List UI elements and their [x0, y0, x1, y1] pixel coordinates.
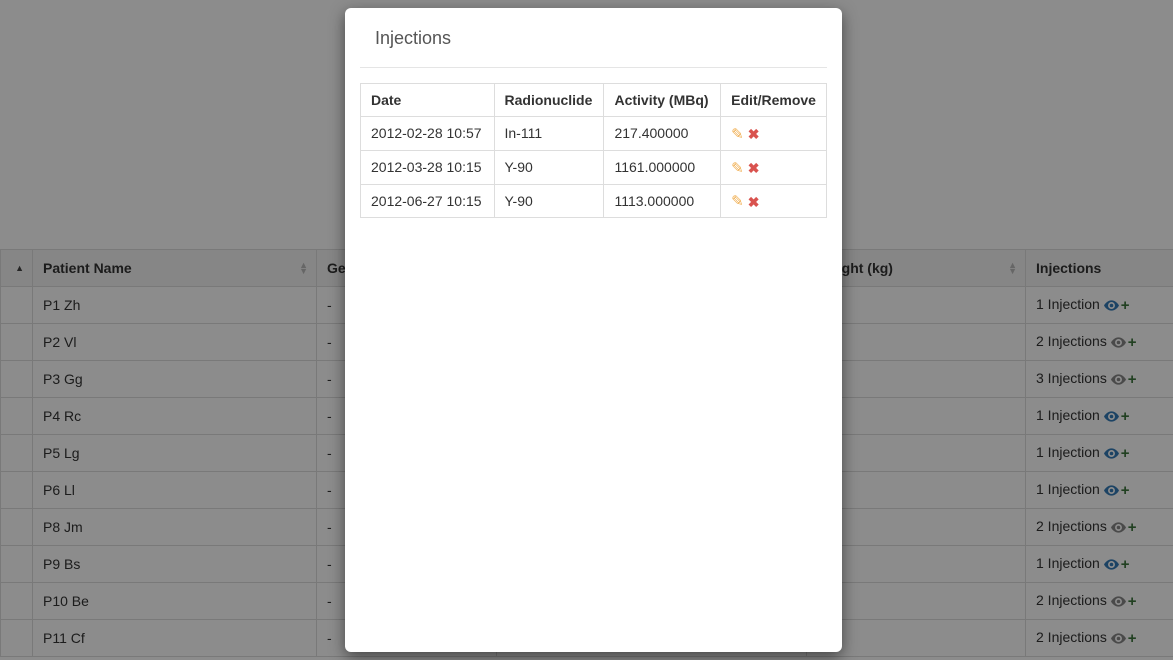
injections-table: Date Radionuclide Activity (MBq) Edit/Re… [360, 83, 827, 218]
cell-radionuclide: Y-90 [494, 184, 604, 218]
col-edit: Edit/Remove [721, 84, 827, 117]
close-icon[interactable]: ✖ [748, 195, 760, 209]
table-row: 2012-03-28 10:15Y-901161.000000✎✖ [361, 150, 827, 184]
modal-title: Injections [375, 28, 812, 49]
cell-activity: 217.400000 [604, 117, 721, 151]
col-radionuclide: Radionuclide [494, 84, 604, 117]
injections-header-row: Date Radionuclide Activity (MBq) Edit/Re… [361, 84, 827, 117]
close-icon[interactable]: ✖ [748, 161, 760, 175]
pencil-icon[interactable]: ✎ [731, 161, 744, 176]
cell-radionuclide: In-111 [494, 117, 604, 151]
injections-modal: Injections Date Radionuclide Activity (M… [345, 8, 842, 652]
cell-date: 2012-02-28 10:57 [361, 117, 495, 151]
modal-body: Date Radionuclide Activity (MBq) Edit/Re… [345, 68, 842, 233]
pencil-icon[interactable]: ✎ [731, 127, 744, 142]
table-row: 2012-02-28 10:57In-111217.400000✎✖ [361, 117, 827, 151]
cell-activity: 1113.000000 [604, 184, 721, 218]
cell-date: 2012-06-27 10:15 [361, 184, 495, 218]
modal-header: Injections [360, 8, 827, 68]
cell-edit-remove: ✎✖ [721, 117, 827, 151]
table-row: 2012-06-27 10:15Y-901113.000000✎✖ [361, 184, 827, 218]
cell-date: 2012-03-28 10:15 [361, 150, 495, 184]
cell-edit-remove: ✎✖ [721, 184, 827, 218]
col-date: Date [361, 84, 495, 117]
col-activity: Activity (MBq) [604, 84, 721, 117]
cell-radionuclide: Y-90 [494, 150, 604, 184]
cell-activity: 1161.000000 [604, 150, 721, 184]
cell-edit-remove: ✎✖ [721, 150, 827, 184]
close-icon[interactable]: ✖ [748, 127, 760, 141]
pencil-icon[interactable]: ✎ [731, 194, 744, 209]
